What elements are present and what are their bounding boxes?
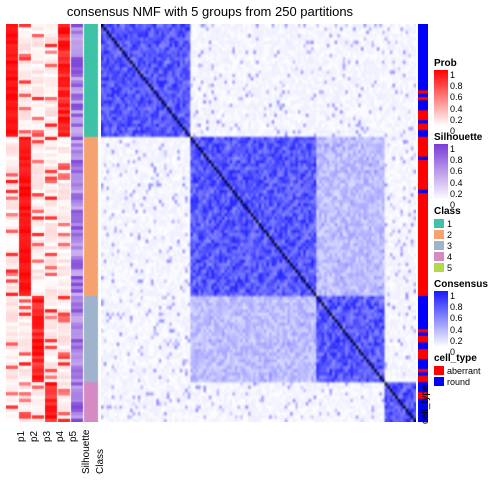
cell-type-column bbox=[418, 24, 428, 422]
col-label-p4: p4 bbox=[55, 431, 66, 442]
legends: Prob10.80.60.40.20Silhouette10.80.60.40.… bbox=[434, 58, 500, 393]
col-label-Silhouette: Silhouette bbox=[81, 430, 92, 474]
plot-title: consensus NMF with 5 groups from 250 par… bbox=[0, 4, 420, 19]
legend-class: Class12345 bbox=[434, 206, 500, 273]
legend-prob: Prob10.80.60.40.20 bbox=[434, 58, 500, 126]
legend-silhouette: Silhouette10.80.60.40.20 bbox=[434, 132, 500, 200]
legend-consensus: Consensus10.80.60.40.20 bbox=[434, 279, 500, 347]
consensus-heatmap bbox=[101, 24, 416, 422]
legend-cell_type: cell_typeaberrantround bbox=[434, 353, 500, 387]
cell-type-axis-label: cell_type bbox=[420, 385, 431, 424]
col-label-p1: p1 bbox=[16, 431, 27, 442]
annotation-columns bbox=[6, 24, 99, 422]
col-label-p5: p5 bbox=[68, 431, 79, 442]
col-label-p3: p3 bbox=[42, 431, 53, 442]
col-label-Class: Class bbox=[95, 449, 106, 474]
plot-area bbox=[6, 24, 416, 422]
col-label-p2: p2 bbox=[29, 431, 40, 442]
